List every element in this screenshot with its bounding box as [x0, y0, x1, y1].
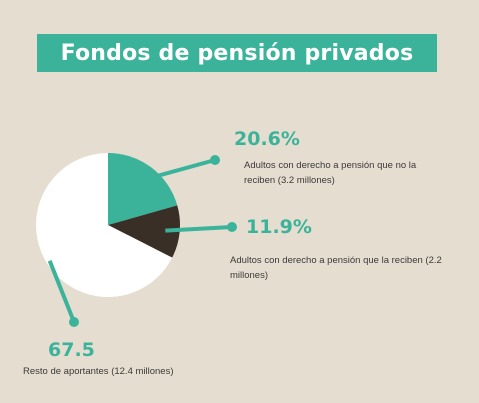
title-banner: Fondos de pensión privados: [37, 34, 437, 72]
slice-1-value-label: 20.6%: [234, 128, 300, 150]
leader-line-1: [141, 158, 216, 183]
leader-dot-1: [210, 155, 220, 165]
pie-slice-2: [108, 205, 180, 258]
leader-line-3: [47, 260, 76, 323]
leader-line-2: [165, 225, 233, 233]
slice-2-description: Adultos con derecho a pensión que la rec…: [230, 255, 442, 281]
pie-slice-1: [108, 153, 178, 225]
leader-dot-3: [69, 317, 79, 327]
pie-slice-3: [36, 153, 173, 298]
slice-3-description: Resto de aportantes (12.4 millones): [23, 366, 174, 377]
leader-dot-2: [227, 222, 237, 232]
slice-1-description: Adultos con derecho a pensión que no la …: [244, 160, 417, 186]
slice-2-value-label: 11.9%: [246, 216, 312, 238]
chart-title: Fondos de pensión privados: [60, 40, 414, 66]
slice-3-value-label: 67.5: [48, 339, 95, 361]
